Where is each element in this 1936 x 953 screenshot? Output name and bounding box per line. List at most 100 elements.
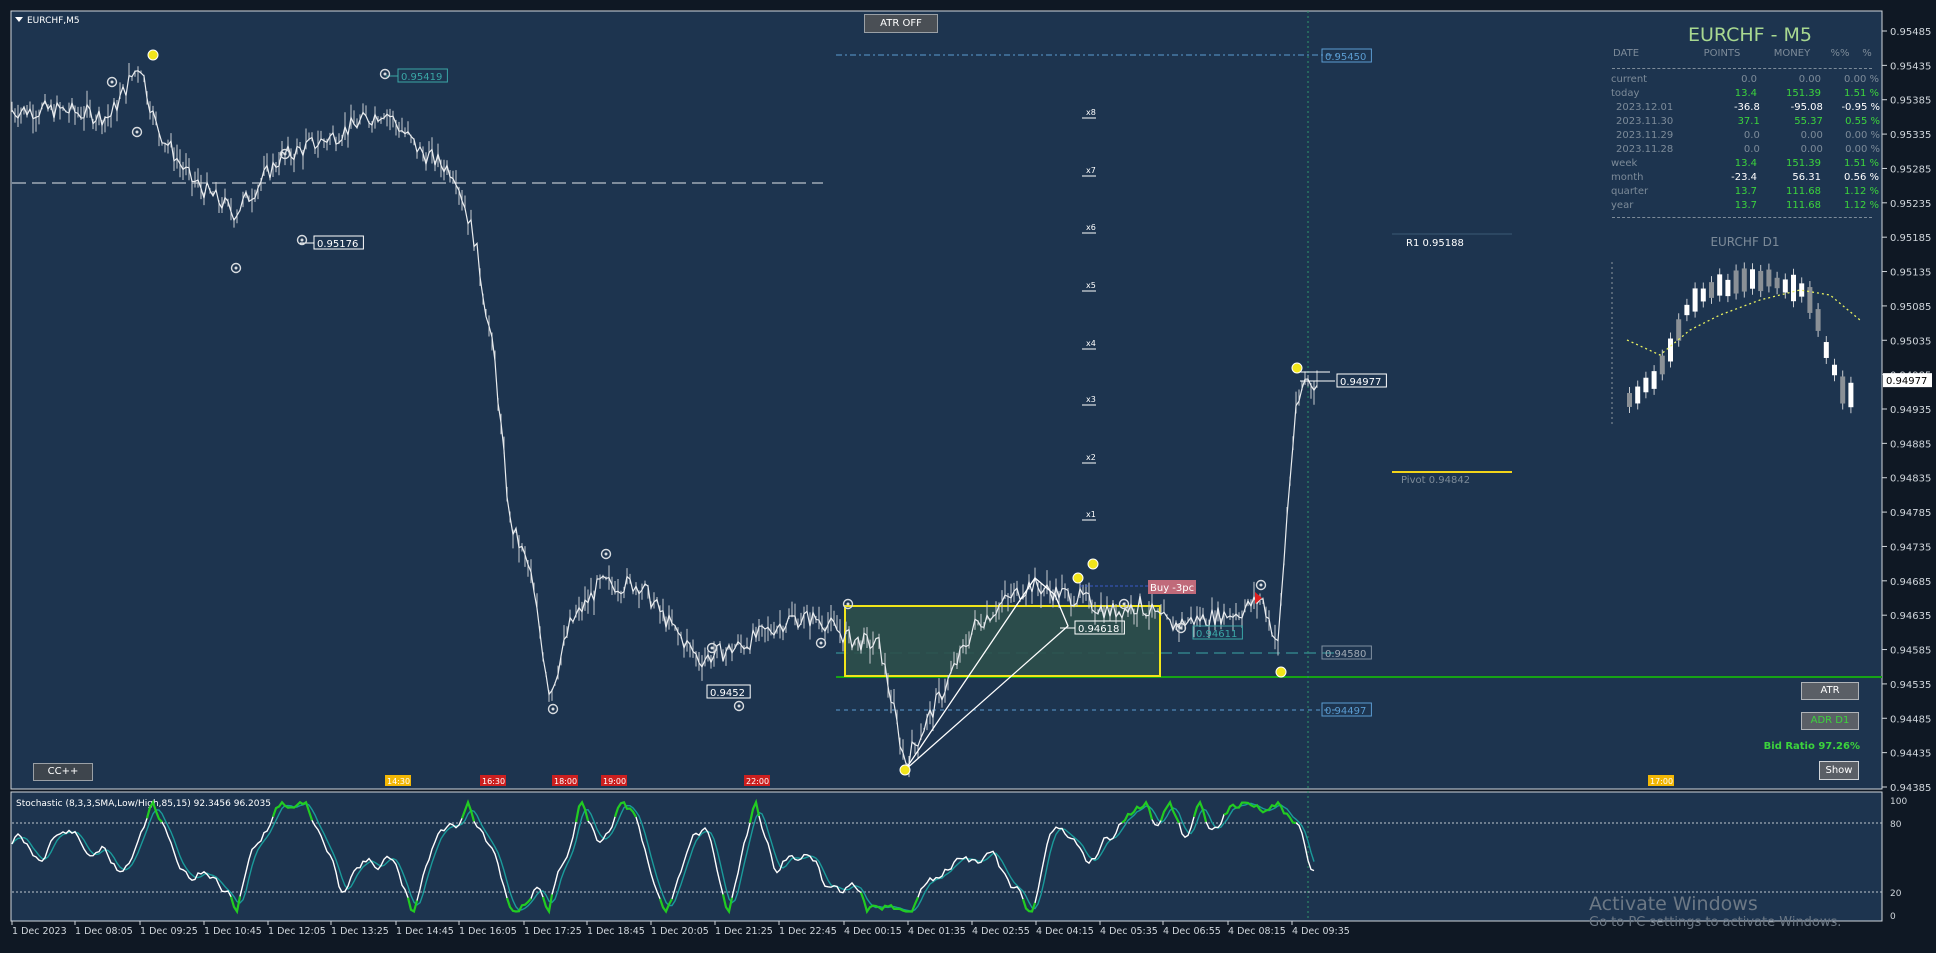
stoch-extreme-segment — [1121, 800, 1154, 824]
atr-button[interactable]: ATR — [1801, 682, 1859, 700]
stoch-extreme-segment — [574, 800, 590, 823]
session-marker-bg — [385, 775, 411, 786]
fractal-marker — [899, 764, 911, 776]
swing-point-marker — [733, 700, 745, 712]
mini-candle-body — [1692, 288, 1698, 312]
panel-cell: 0.0 — [1743, 144, 1760, 155]
panel-header-cell: MONEY — [1773, 48, 1811, 59]
mini-chart-title: EURCHF D1 — [1710, 235, 1780, 249]
panel-header-cell: DATE — [1613, 48, 1640, 59]
price-tick-label: 0.94885 — [1890, 439, 1931, 450]
panel-cell: 1.12 % — [1844, 186, 1879, 197]
swing-low-label: 0.95176 — [317, 239, 358, 250]
swing-point-dot — [819, 641, 823, 645]
time-tick-label: 4 Dec 00:15 — [844, 926, 902, 937]
panel-cell: 13.4 — [1734, 158, 1757, 169]
left-low-label-box — [706, 684, 751, 699]
swing-point-dot — [846, 602, 850, 606]
stats-panel: EURCHF - M5 DATE POINTS MONEY%%% current 0.… — [1600, 24, 1880, 249]
cc-button[interactable]: CC++ — [33, 763, 93, 781]
fib-level-label: x8 — [1086, 108, 1096, 117]
mini-candle-body — [1758, 270, 1764, 292]
stoch-extreme-segment — [145, 799, 163, 823]
panel-row: 2023.11.30 37.1 55.37 0.55 % — [1600, 115, 1880, 129]
panel-header-row: DATE POINTS MONEY%%% — [1600, 48, 1880, 59]
price-tick-label: 0.94585 — [1890, 646, 1931, 657]
time-tick-label: 4 Dec 09:35 — [1292, 926, 1350, 937]
swing-point-dot — [283, 152, 287, 156]
swing-point-marker — [106, 76, 118, 88]
panel-cell: 13.4 — [1734, 88, 1757, 99]
price-tick-label: 0.95235 — [1890, 199, 1931, 210]
panel-cell: 2023.11.30 — [1616, 116, 1674, 127]
atr-off-button[interactable]: ATR OFF — [864, 14, 938, 33]
adr-button[interactable]: ADR D1 — [1801, 712, 1859, 730]
mini-candle-body — [1684, 304, 1690, 316]
panel-row: year 13.7 111.68 1.12 % — [1600, 199, 1880, 213]
stoch-extreme-segment — [229, 896, 242, 915]
price-tick-label: 0.94685 — [1890, 577, 1931, 588]
swing-point-dot — [300, 238, 304, 242]
mini-candle-body — [1741, 268, 1747, 292]
current-price-tag: 0.94977 — [1886, 376, 1927, 387]
swing-point-dot — [1259, 583, 1263, 587]
stoch-extreme-segment — [658, 898, 673, 914]
symbol-dropdown-icon[interactable] — [15, 17, 23, 22]
panel-cell: 111.68 — [1786, 200, 1821, 211]
stoch-tick-label: 0 — [1890, 912, 1896, 922]
session-marker-label: 18:00 — [554, 777, 577, 786]
stoch-extreme-segment — [541, 894, 554, 915]
stoch-label: Stochastic (8,3,3,SMA,Low/High,85,15) 92… — [16, 799, 271, 809]
mini-candle-body — [1725, 279, 1731, 297]
time-tick-label: 1 Dec 09:25 — [140, 926, 198, 937]
session-marker-bg — [1648, 775, 1674, 786]
swing-point-marker — [1175, 622, 1187, 634]
price-tick-label: 0.94435 — [1890, 749, 1931, 760]
session-marker-label: 19:00 — [603, 777, 626, 786]
top-level-label-box — [1321, 48, 1372, 63]
panel-header-cell: %% — [1830, 48, 1850, 59]
price-tick-label: 0.94785 — [1890, 508, 1931, 519]
mini-candle-body — [1659, 355, 1665, 375]
mini-candle-body — [1643, 377, 1649, 393]
panel-cell: -0.95 % — [1841, 102, 1881, 113]
panel-cell: today — [1611, 88, 1640, 99]
panel-row: 2023.11.29 0.0 0.00 0.00 % — [1600, 129, 1880, 143]
swing-point-dot — [737, 704, 741, 708]
panel-cell: 0.00 — [1800, 130, 1823, 141]
session-marker-label: 17:00 — [1650, 777, 1673, 786]
panel-cell: -36.8 — [1733, 102, 1760, 113]
price-tick-label: 0.95485 — [1890, 27, 1931, 38]
stoch-extreme-segment — [460, 799, 476, 822]
show-button[interactable]: Show — [1819, 761, 1859, 780]
left-low-label: 0.9452 — [710, 688, 745, 699]
panel-cell: 151.39 — [1786, 88, 1821, 99]
panel-row: 2023.12.01 -36.8 -95.08 -0.95 % — [1600, 101, 1880, 115]
right-low-label-box — [1192, 625, 1243, 640]
stoch-extreme-segment — [1192, 799, 1208, 823]
mini-candle-body — [1782, 279, 1788, 293]
price-tick-label: 0.95435 — [1890, 61, 1931, 72]
time-tick-label: 1 Dec 21:25 — [715, 926, 773, 937]
swing-point-dot — [1179, 626, 1183, 630]
fib-level-label: x1 — [1086, 510, 1096, 519]
panel-header-cell: % — [1862, 48, 1872, 59]
right-low-label: 0.94611 — [1196, 629, 1237, 640]
swing-point-marker — [131, 126, 143, 138]
session-marker-label: 22:00 — [746, 777, 769, 786]
watermark-title: Activate Windows — [1589, 893, 1758, 915]
stoch-tick-label: 20 — [1890, 889, 1902, 899]
consolidation-box — [844, 605, 1161, 677]
swing-point-dot — [551, 707, 555, 711]
mini-chart-ma — [1626, 289, 1861, 356]
panel-cell: 111.68 — [1786, 186, 1821, 197]
mini-candle-body — [1733, 270, 1739, 294]
panel-cell: 0.00 % — [1845, 144, 1881, 155]
symbol-label: EURCHF,M5 — [27, 16, 80, 26]
mini-candle-body — [1676, 319, 1682, 341]
time-tick-label: 4 Dec 01:35 — [908, 926, 966, 937]
price-tick-label: 0.94485 — [1890, 714, 1931, 725]
panel-header-cell: POINTS — [1703, 48, 1741, 59]
mini-candle-body — [1700, 288, 1706, 302]
panel-title: EURCHF - M5 — [1687, 24, 1813, 46]
